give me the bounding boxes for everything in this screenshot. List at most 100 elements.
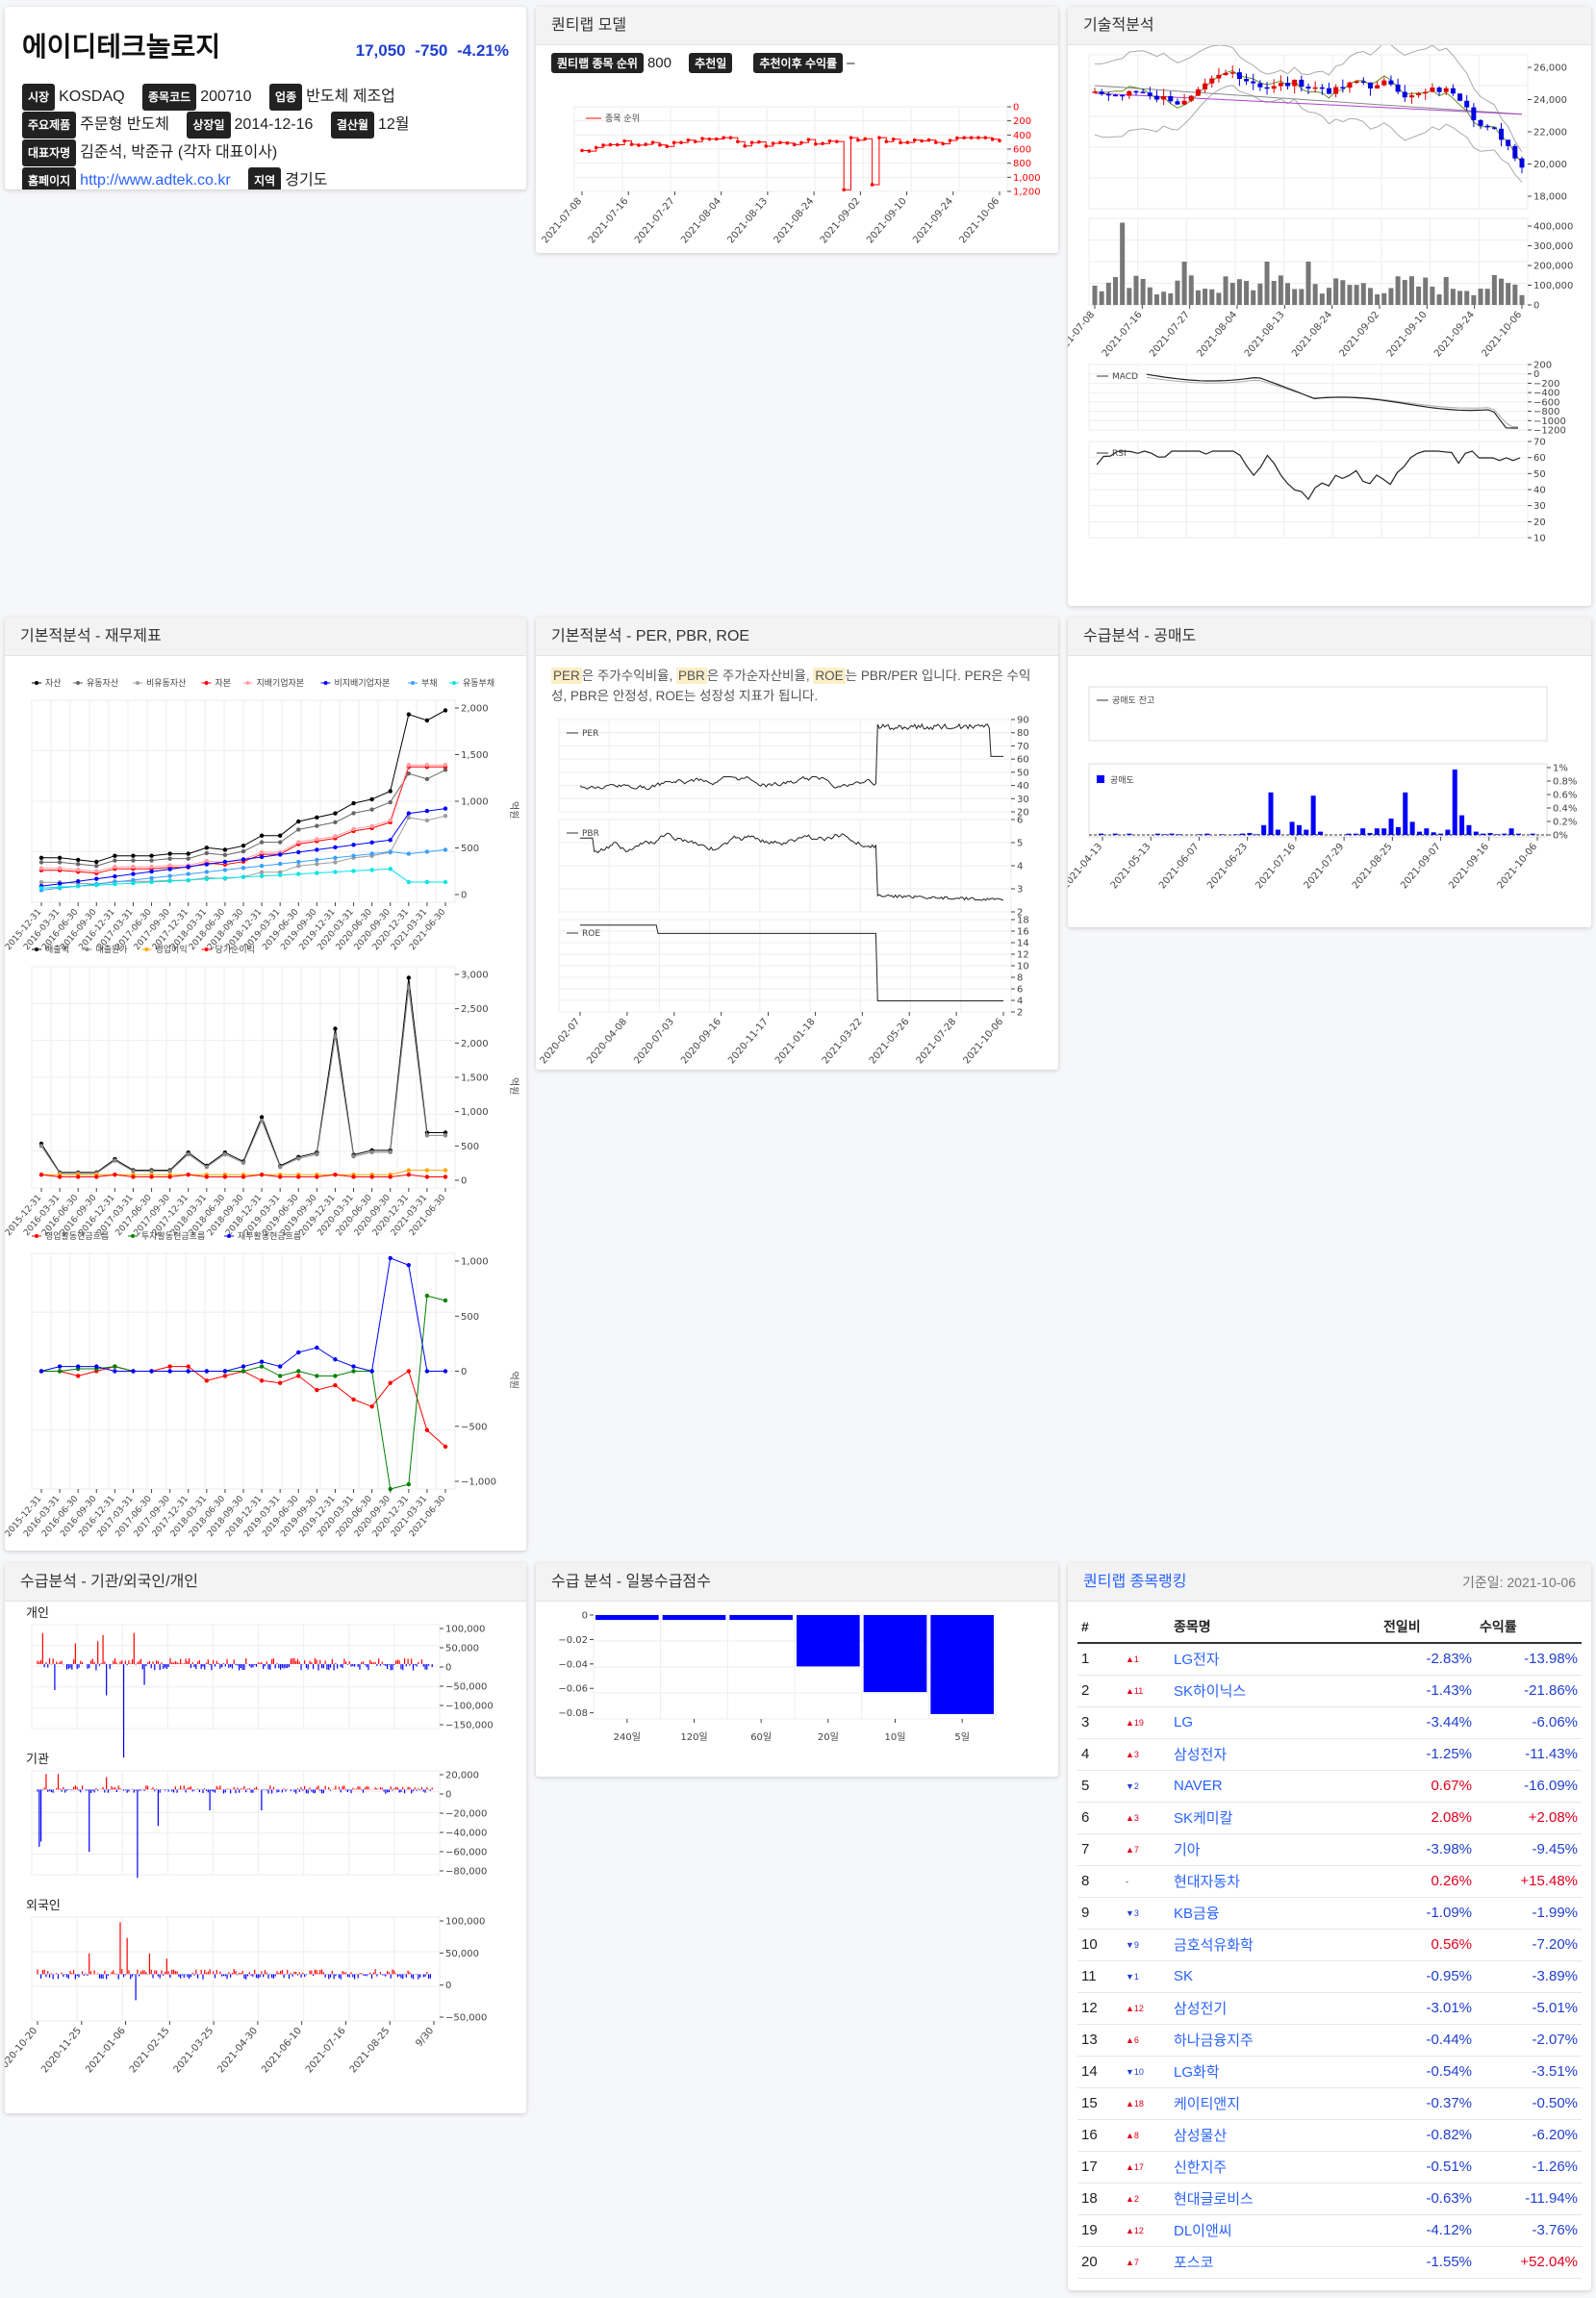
series-label: PER bbox=[582, 729, 598, 739]
short-bar bbox=[1494, 834, 1500, 835]
x-tick-label: 2021-10-06 bbox=[962, 1017, 1006, 1067]
ranking-row[interactable]: 15 ▲18 케이티앤지 -0.37% -0.50% bbox=[1077, 2087, 1582, 2120]
stock-name-link[interactable]: LG bbox=[1170, 1706, 1380, 1739]
stock-name-link[interactable]: 현대글로비스 bbox=[1170, 2183, 1380, 2215]
bollinger-upper bbox=[1094, 45, 1523, 153]
short-bar bbox=[1502, 833, 1507, 835]
stock-name-link[interactable]: 포스코 bbox=[1170, 2246, 1380, 2279]
day-change: -0.95% bbox=[1380, 1960, 1476, 1993]
candle-body bbox=[1340, 87, 1346, 89]
short-selling-title: 수급분석 - 공매도 bbox=[1068, 618, 1591, 656]
x-tick-label: 2021-01-18 bbox=[773, 1017, 818, 1067]
rank-number: 12 bbox=[1077, 1992, 1122, 2025]
stock-name-link[interactable]: SK케미칼 bbox=[1170, 1802, 1380, 1834]
ranking-row[interactable]: 19 ▲12 DL이앤씨 -4.12% -3.76% bbox=[1077, 2214, 1582, 2247]
ranking-table: # 종목명 전일비 수익률 1 ▲1 LG전자 -2.83% -13.98% 2 ▲11 SK… bbox=[1077, 1611, 1582, 2279]
ranking-row[interactable]: 20 ▲7 포스코 -1.55% +52.04% bbox=[1077, 2246, 1582, 2279]
ranking-row[interactable]: 9 ▼3 KB금융 -1.09% -1.99% bbox=[1077, 1897, 1582, 1930]
series-point bbox=[38, 1173, 44, 1177]
x-tick-label: 2021-05-26 bbox=[868, 1017, 912, 1067]
volume-bar bbox=[1443, 277, 1449, 305]
financial-charts: 자산 유동자산 비유동자산 자본 지배기업자본 비지배기업자본 부채 유동부채 2,000 1,5… bbox=[5, 678, 519, 1539]
region-tag: 지역 bbox=[248, 167, 282, 189]
ranking-row[interactable]: 4 ▲3 삼성전자 -1.25% -11.43% bbox=[1077, 1738, 1582, 1771]
stock-name-link[interactable]: 삼성물산 bbox=[1170, 2119, 1380, 2152]
volume-bar bbox=[1381, 292, 1387, 305]
rank-point bbox=[622, 139, 626, 143]
rank-move: ▲3 bbox=[1122, 1738, 1170, 1771]
stock-name-link[interactable]: 신한지주 bbox=[1170, 2151, 1380, 2184]
ranking-row[interactable]: 1 ▲1 LG전자 -2.83% -13.98% bbox=[1077, 1643, 1582, 1676]
ranking-row[interactable]: 10 ▼9 금호석유화학 0.56% -7.20% bbox=[1077, 1929, 1582, 1961]
score-bar-60일 bbox=[729, 1615, 793, 1621]
score-category-label: 120일 bbox=[680, 1731, 707, 1743]
ranking-row[interactable]: 8- 현대자동차 0.26% +15.48% bbox=[1077, 1865, 1582, 1898]
rank-point bbox=[629, 142, 634, 146]
ranking-row[interactable]: 7 ▲7 기아 -3.98% -9.45% bbox=[1077, 1833, 1582, 1866]
ranking-row[interactable]: 6 ▲3 SK케미칼 2.08% +2.08% bbox=[1077, 1802, 1582, 1834]
return-rate: -11.43% bbox=[1476, 1738, 1582, 1771]
ranking-row[interactable]: 16 ▲8 삼성물산 -0.82% -6.20% bbox=[1077, 2119, 1582, 2152]
series-point bbox=[443, 879, 448, 885]
stock-name-link[interactable]: 삼성전기 bbox=[1170, 1992, 1380, 2025]
homepage-link[interactable]: http://www.adtek.co.kr bbox=[80, 172, 231, 189]
legend-label: 유동부채 bbox=[463, 678, 494, 689]
legend-marker bbox=[35, 947, 38, 951]
ranking-row[interactable]: 13 ▲6 하나금융지주 -0.44% -2.07% bbox=[1077, 2024, 1582, 2057]
series-point bbox=[424, 718, 430, 723]
ranking-row[interactable]: 5 ▼2 NAVER 0.67% -16.09% bbox=[1077, 1770, 1582, 1803]
stock-name-link[interactable]: SK하이닉스 bbox=[1170, 1675, 1380, 1707]
candle-body bbox=[1319, 87, 1325, 89]
ranking-row[interactable]: 2 ▲11 SK하이닉스 -1.43% -21.86% bbox=[1077, 1675, 1582, 1707]
legend-swatch bbox=[1097, 775, 1104, 783]
ranking-row[interactable]: 11 ▼1 SK -0.95% -3.89% bbox=[1077, 1960, 1582, 1993]
day-change: -2.83% bbox=[1380, 1643, 1476, 1676]
rank-move: ▲12 bbox=[1122, 2214, 1170, 2247]
rank-point bbox=[665, 144, 670, 149]
legend-label: 영업활동현금흐름 bbox=[45, 1230, 109, 1242]
ranking-row[interactable]: 14 ▼10 LG화학 -0.54% -3.51% bbox=[1077, 2056, 1582, 2088]
series-point bbox=[167, 867, 172, 871]
stock-name-link[interactable]: SK bbox=[1170, 1960, 1380, 1993]
stock-name-link[interactable]: KB금융 bbox=[1170, 1897, 1380, 1930]
rank-move: ▲8 bbox=[1122, 2119, 1170, 2152]
stock-name-link[interactable]: 케이티앤지 bbox=[1170, 2087, 1380, 2120]
candle-body bbox=[1312, 87, 1318, 89]
stock-name-link[interactable]: 현대자동차 bbox=[1170, 1865, 1380, 1898]
ranking-row[interactable]: 18 ▲2 현대글로비스 -0.63% -11.94% bbox=[1077, 2183, 1582, 2215]
volume-bar bbox=[1271, 281, 1277, 305]
stock-name-link[interactable]: 기아 bbox=[1170, 1833, 1380, 1866]
volume-bar bbox=[1264, 262, 1270, 305]
ranking-row[interactable]: 12 ▲12 삼성전기 -3.01% -5.01% bbox=[1077, 1992, 1582, 2025]
industry-value: 반도체 제조업 bbox=[306, 88, 395, 105]
ranking-row[interactable]: 3 ▲19 LG -3.44% -6.06% bbox=[1077, 1706, 1582, 1739]
ceo-value: 김준석, 박준규 (각자 대표이사) bbox=[80, 144, 278, 161]
stock-name-link[interactable]: LG화학 bbox=[1170, 2056, 1380, 2088]
series-point bbox=[57, 885, 63, 890]
stock-name-link[interactable]: LG전자 bbox=[1170, 1643, 1380, 1676]
stock-name-link[interactable]: 금호석유화학 bbox=[1170, 1929, 1380, 1961]
volume-bar bbox=[1354, 285, 1359, 305]
return-rate: -11.94% bbox=[1476, 2183, 1582, 2215]
stock-name-link[interactable]: NAVER bbox=[1170, 1770, 1380, 1803]
region-value: 경기도 bbox=[285, 172, 328, 189]
volume-bar bbox=[1326, 288, 1331, 305]
bollinger-lower bbox=[1094, 85, 1523, 183]
desc-roe-text: 는 PBR/PER 입니다. PER은 수익성, PBR은 안정성, ROE는 … bbox=[551, 669, 1031, 703]
stock-name-link[interactable]: DL이앤씨 bbox=[1170, 2214, 1380, 2247]
series-point bbox=[167, 1169, 172, 1174]
series-point bbox=[149, 1174, 154, 1179]
stock-name-link[interactable]: 삼성전자 bbox=[1170, 1738, 1380, 1771]
rsi-label: RSI bbox=[1112, 449, 1127, 459]
volume-bar bbox=[1112, 277, 1118, 305]
ranking-row[interactable]: 17 ▲17 신한지주 -0.51% -1.26% bbox=[1077, 2151, 1582, 2184]
volume-bar bbox=[1436, 294, 1442, 305]
rank-point bbox=[743, 143, 747, 148]
flow-score-card: 수급 분석 - 일봉수급점수 240일 120일 60일 20일 10일 5일 0 −0.02… bbox=[536, 1563, 1058, 1777]
series-point bbox=[113, 1173, 117, 1177]
day-change: -0.82% bbox=[1380, 2119, 1476, 2152]
stock-name-link[interactable]: 하나금융지주 bbox=[1170, 2024, 1380, 2057]
series-point bbox=[351, 800, 356, 806]
series-point bbox=[406, 712, 412, 717]
y-tick-label: 22,000 bbox=[1533, 128, 1567, 139]
